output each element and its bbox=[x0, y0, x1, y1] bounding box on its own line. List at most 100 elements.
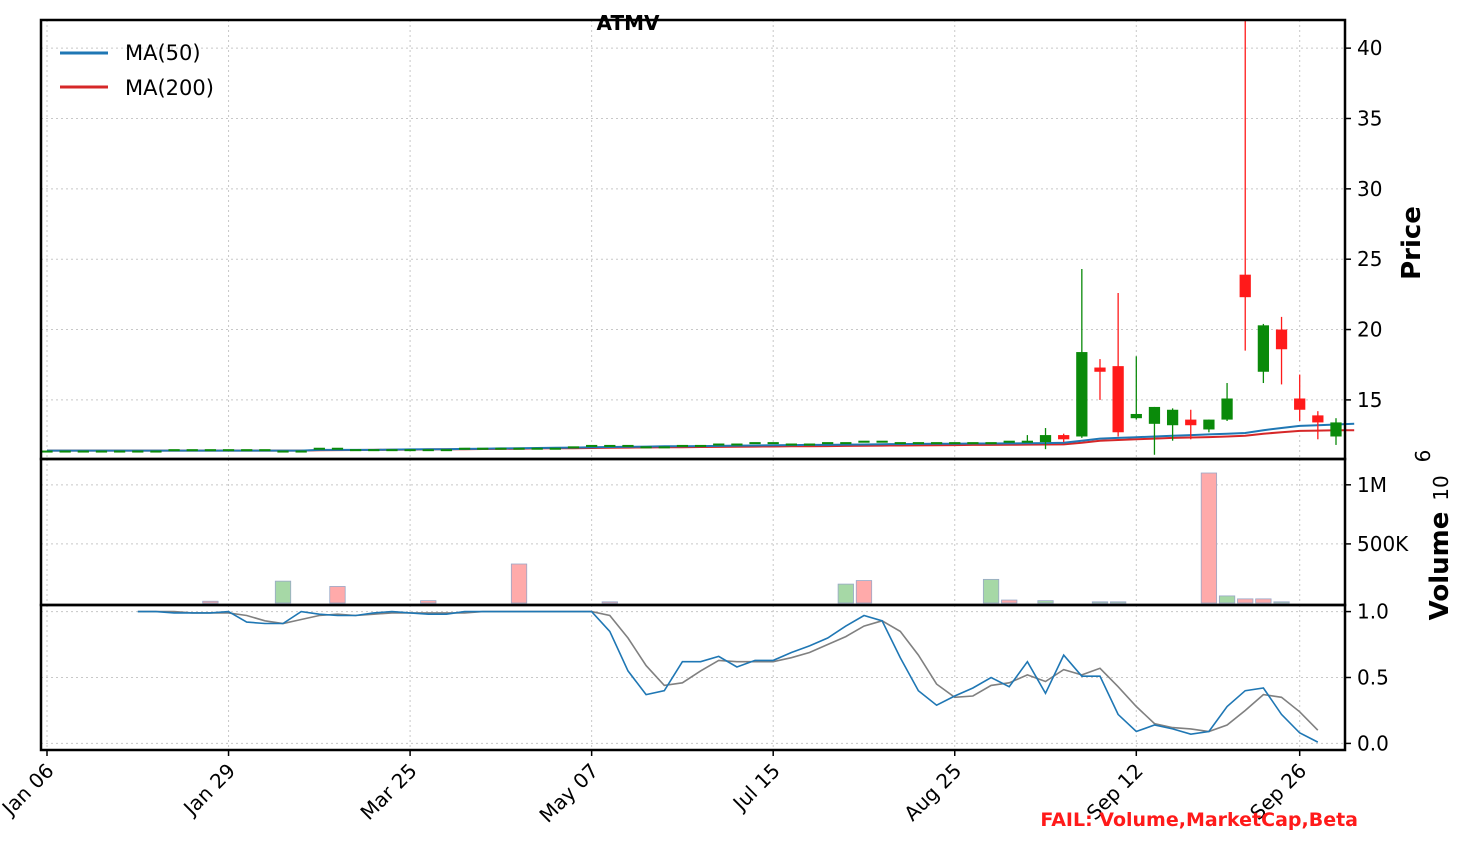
candle-body bbox=[876, 440, 888, 443]
price-tick-label: 30 bbox=[1357, 177, 1382, 201]
x-tick-label: May 07 bbox=[534, 759, 603, 828]
candle-body bbox=[132, 450, 144, 453]
candle-body bbox=[767, 442, 779, 445]
candle-body bbox=[113, 450, 126, 453]
chart-marks bbox=[41, 20, 1355, 743]
volume-multiplier-exponent: 6 bbox=[1411, 450, 1435, 463]
candle-body bbox=[495, 447, 507, 450]
x-tick-label: Aug 25 bbox=[899, 759, 966, 826]
candle-body bbox=[1112, 366, 1124, 433]
chart-title: ATMV bbox=[597, 11, 660, 35]
candle-body bbox=[567, 446, 580, 449]
candle-body bbox=[95, 450, 108, 453]
candle-body bbox=[1166, 409, 1179, 426]
candle-body bbox=[350, 449, 362, 452]
candle-body bbox=[858, 440, 870, 443]
candle-body bbox=[1294, 398, 1306, 410]
volume-bar bbox=[420, 600, 437, 604]
candle-body bbox=[277, 450, 289, 453]
candle-body bbox=[1021, 440, 1033, 443]
grid-lines bbox=[41, 20, 1345, 750]
volume-bar bbox=[1200, 472, 1218, 604]
volume-bar bbox=[837, 583, 854, 604]
candle-body bbox=[422, 449, 434, 452]
candle-body bbox=[1330, 422, 1342, 437]
candle-body bbox=[586, 444, 598, 447]
volume-axis-label: Volume bbox=[1425, 512, 1455, 621]
price-axis-label: Price bbox=[1397, 206, 1427, 280]
candle-body bbox=[59, 450, 71, 453]
volume-tick-label: 500K bbox=[1357, 532, 1409, 556]
candle-body bbox=[204, 449, 217, 452]
volume-multiplier: 10 6 bbox=[1411, 450, 1453, 501]
candle-body bbox=[967, 442, 979, 445]
legend-ma50-label: MA(50) bbox=[125, 41, 201, 65]
candle-body bbox=[949, 442, 961, 445]
candle-body bbox=[731, 443, 743, 446]
legend-ma200-label: MA(200) bbox=[125, 76, 214, 100]
price-tick-label: 20 bbox=[1357, 318, 1382, 342]
volume-bar bbox=[1273, 601, 1290, 604]
candle-body bbox=[186, 449, 198, 452]
candle-body bbox=[1312, 415, 1324, 423]
candle-body bbox=[1203, 419, 1215, 430]
candle-body bbox=[331, 447, 344, 450]
price-panel-frame bbox=[39, 18, 1347, 461]
volume-multiplier-base: 10 bbox=[1429, 475, 1453, 500]
volume-bar bbox=[1037, 600, 1054, 604]
candle-body bbox=[1148, 406, 1161, 424]
volume-bar bbox=[1237, 598, 1254, 604]
candle-body bbox=[295, 450, 307, 453]
candle-body bbox=[1076, 352, 1088, 437]
status-message: FAIL: Volume,MarketCap,Beta bbox=[1040, 809, 1358, 831]
volume-bar bbox=[1091, 601, 1109, 604]
volume-panel-frame bbox=[39, 457, 1347, 607]
candle-body bbox=[985, 442, 997, 445]
volume-tick-label: 1M bbox=[1357, 473, 1387, 497]
price-tick-label: 25 bbox=[1357, 247, 1382, 271]
candle-body bbox=[894, 442, 906, 445]
volume-bar bbox=[982, 578, 1000, 604]
x-tick-label: Mar 25 bbox=[355, 759, 421, 825]
candle-body bbox=[549, 447, 561, 450]
indicator-main-line bbox=[137, 610, 1319, 743]
indicator-tick-label: 0.0 bbox=[1357, 731, 1389, 755]
candle-body bbox=[168, 449, 180, 452]
price-tick-label: 40 bbox=[1357, 36, 1382, 60]
volume-bar bbox=[329, 586, 346, 604]
candle-body bbox=[259, 449, 271, 452]
volume-bar bbox=[1110, 601, 1127, 604]
candle-body bbox=[1185, 419, 1197, 426]
volume-bar bbox=[510, 563, 528, 604]
candle-body bbox=[150, 450, 162, 453]
candle-body bbox=[658, 446, 670, 449]
candle-body bbox=[1003, 440, 1015, 443]
candle-body bbox=[477, 447, 489, 450]
candle-body bbox=[912, 442, 925, 445]
candle-body bbox=[713, 443, 725, 446]
indicator-tick-label: 1.0 bbox=[1357, 600, 1389, 624]
axis-ticks: 15 20 25 30 35 40 500K 1M 0.0 0.5 1.0 Jan 06 Jan 29 M… bbox=[0, 36, 1409, 827]
x-tick-label: Jul 15 bbox=[727, 759, 785, 817]
legend: MA(50) MA(200) bbox=[60, 41, 214, 100]
volume-bar bbox=[202, 600, 219, 604]
x-tick-label: Jan 06 bbox=[0, 759, 59, 822]
volume-bar bbox=[274, 580, 292, 604]
candle-body bbox=[440, 449, 453, 452]
candle-body bbox=[222, 449, 235, 452]
price-tick-label: 35 bbox=[1357, 106, 1382, 130]
candle-body bbox=[77, 450, 89, 453]
ma200-line bbox=[47, 429, 1355, 452]
volume-bar bbox=[855, 580, 873, 604]
candle-body bbox=[622, 444, 634, 447]
candle-body bbox=[1094, 367, 1106, 372]
candle-body bbox=[386, 449, 398, 452]
candle-body bbox=[785, 443, 797, 446]
volume-bar bbox=[1218, 595, 1236, 604]
candle-body bbox=[1275, 329, 1288, 350]
candle-body bbox=[640, 446, 652, 449]
indicator-signal-line bbox=[137, 610, 1319, 733]
candle-body bbox=[930, 442, 943, 445]
candle-body bbox=[676, 444, 689, 447]
x-tick-label: Jan 29 bbox=[177, 759, 240, 822]
